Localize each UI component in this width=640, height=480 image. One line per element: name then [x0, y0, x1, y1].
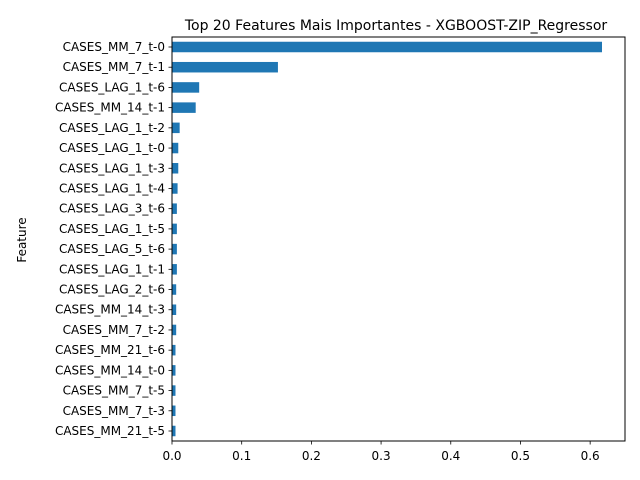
y-tick-label: CASES_MM_7_t-3	[63, 404, 165, 418]
y-tick-label: CASES_LAG_1_t-3	[59, 161, 165, 175]
bar	[172, 223, 177, 235]
bar	[172, 41, 603, 53]
y-tick-label: CASES_LAG_1_t-4	[59, 181, 165, 195]
bar	[172, 304, 177, 315]
x-tick-label: 0.6	[581, 449, 600, 463]
y-tick-label: CASES_MM_14_t-0	[55, 363, 165, 377]
plot-frame	[171, 36, 626, 442]
y-tick-label: CASES_MM_14_t-1	[55, 101, 165, 115]
bar	[172, 324, 177, 336]
x-tick-label: 0.5	[511, 449, 530, 463]
y-tick-label: CASES_MM_7_t-2	[63, 323, 165, 337]
x-tick-label: 0.1	[232, 449, 251, 463]
y-tick-label: CASES_LAG_2_t-6	[59, 283, 165, 297]
x-tick-label: 0.3	[372, 449, 391, 463]
y-tick-label: CASES_MM_14_t-3	[55, 303, 165, 317]
x-ticks-group: 0.0 0.1 0.2 0.3 0.4 0.5 0.6	[162, 441, 600, 463]
y-tick-label: CASES_MM_21_t-6	[55, 343, 165, 357]
y-tick-label: CASES_LAG_1_t-0	[59, 141, 165, 155]
y-tick-label: CASES_LAG_1_t-1	[59, 262, 165, 276]
y-tick-label: CASES_LAG_1_t-2	[59, 121, 165, 135]
x-tick-label: 0.0	[162, 449, 181, 463]
y-tick-label: CASES_LAG_3_t-6	[59, 202, 165, 216]
y-tick-label: CASES_MM_7_t-0	[63, 40, 165, 54]
bar	[172, 243, 177, 255]
y-axis-label: Feature	[15, 217, 29, 262]
chart-title: Top 20 Features Mais Importantes - XGBOO…	[184, 18, 608, 34]
bar	[172, 284, 177, 295]
y-tick-label: CASES_MM_21_t-5	[55, 424, 165, 438]
y-tick-label: CASES_LAG_1_t-6	[59, 80, 165, 94]
bars-group	[172, 41, 603, 437]
y-tick-label: CASES_LAG_5_t-6	[59, 242, 165, 256]
bar	[172, 365, 176, 376]
bar	[172, 264, 177, 275]
x-tick-label: 0.2	[302, 449, 321, 463]
y-tick-label: CASES_MM_7_t-5	[63, 384, 165, 398]
bar	[172, 142, 179, 154]
bar	[172, 183, 178, 194]
bar	[172, 405, 176, 417]
bar	[172, 122, 180, 134]
bar	[172, 385, 176, 396]
x-tick-label: 0.4	[441, 449, 460, 463]
bar	[172, 425, 176, 437]
y-tick-label: CASES_MM_7_t-1	[63, 60, 165, 74]
bar	[172, 163, 179, 174]
bar	[172, 344, 176, 356]
y-tick-label: CASES_LAG_1_t-5	[59, 222, 165, 236]
bar	[172, 203, 177, 214]
y-ticks-group: CASES_MM_7_t-0 CASES_MM_7_t-1 CASES_LAG_1_…	[55, 40, 172, 438]
bar	[172, 102, 196, 113]
bar	[172, 61, 278, 73]
bar	[172, 82, 200, 93]
